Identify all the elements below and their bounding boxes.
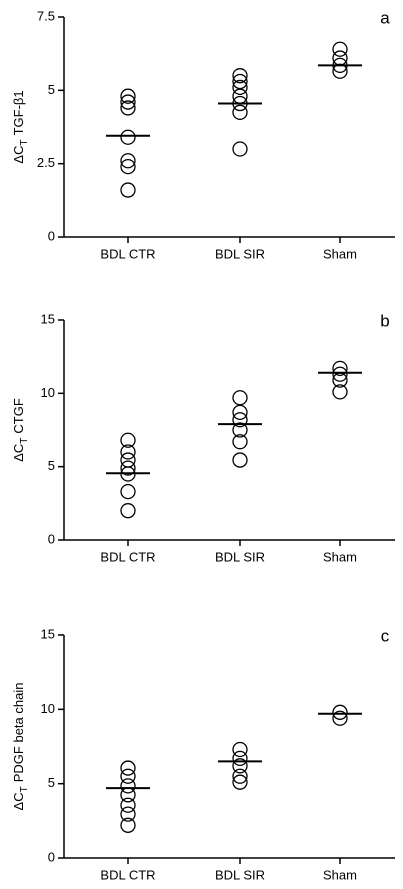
data-point bbox=[120, 817, 136, 833]
y-label-sub: T bbox=[19, 139, 30, 145]
x-tick-label: BDL SIR bbox=[215, 867, 265, 882]
y-tick-label: 15 bbox=[41, 311, 55, 326]
data-point bbox=[232, 141, 248, 157]
data-point bbox=[120, 483, 136, 500]
x-tick-label: BDL SIR bbox=[215, 246, 265, 261]
x-tick-label: BDL CTR bbox=[100, 867, 155, 882]
y-tick-label: 2.5 bbox=[37, 155, 55, 170]
data-point bbox=[232, 452, 248, 468]
data-point bbox=[332, 41, 348, 57]
x-tick-label: BDL CTR bbox=[100, 549, 155, 564]
data-point bbox=[232, 758, 248, 774]
data-point bbox=[332, 710, 348, 726]
data-point bbox=[332, 704, 348, 720]
data-point bbox=[120, 460, 136, 476]
data-point bbox=[232, 104, 248, 120]
data-point bbox=[232, 768, 248, 784]
data-point bbox=[232, 434, 248, 450]
y-tick-label: 0 bbox=[48, 228, 55, 243]
data-point bbox=[332, 384, 348, 400]
panel-label: c bbox=[381, 626, 390, 645]
data-point bbox=[120, 797, 136, 813]
data-point bbox=[232, 68, 248, 84]
y-label-rest: PDGF beta chain bbox=[11, 683, 26, 783]
data-point bbox=[120, 444, 136, 460]
y-tick-label: 15 bbox=[41, 626, 55, 641]
data-point bbox=[332, 360, 348, 377]
data-point bbox=[232, 73, 248, 90]
data-point bbox=[120, 452, 136, 468]
y-tick-label: 10 bbox=[41, 701, 55, 716]
data-point bbox=[232, 750, 248, 767]
data-point bbox=[120, 129, 136, 145]
y-axis-label: ΔCT CTGF bbox=[11, 398, 29, 462]
x-tick-label: BDL SIR bbox=[215, 549, 265, 564]
data-point bbox=[120, 806, 136, 822]
y-tick-label: 5 bbox=[48, 775, 55, 790]
data-point bbox=[120, 503, 136, 519]
x-tick-label: Sham bbox=[323, 549, 357, 564]
x-tick-label: Sham bbox=[323, 867, 357, 882]
y-axis-label: ΔCT TGF-β1 bbox=[11, 90, 29, 163]
data-point bbox=[120, 778, 136, 794]
y-tick-label: 0 bbox=[48, 531, 55, 546]
data-point bbox=[120, 768, 136, 784]
data-point bbox=[120, 760, 136, 776]
data-point bbox=[120, 100, 136, 116]
y-label-main: ΔC bbox=[11, 792, 26, 810]
y-label-main: ΔC bbox=[11, 444, 26, 462]
y-label-main: ΔC bbox=[11, 146, 26, 164]
x-tick-label: BDL CTR bbox=[100, 246, 155, 261]
y-tick-label: 5 bbox=[48, 458, 55, 473]
data-point bbox=[232, 79, 248, 96]
data-point bbox=[232, 404, 248, 421]
y-tick-label: 5 bbox=[48, 82, 55, 97]
data-point bbox=[120, 158, 136, 175]
data-point bbox=[120, 153, 136, 169]
data-point bbox=[232, 741, 248, 758]
data-point bbox=[232, 422, 248, 438]
y-tick-label: 10 bbox=[41, 385, 55, 400]
x-tick-label: Sham bbox=[323, 246, 357, 261]
data-point bbox=[232, 774, 248, 790]
panel-label: b bbox=[380, 311, 389, 330]
y-label-sub: T bbox=[19, 438, 30, 444]
panel-label: a bbox=[380, 8, 390, 27]
y-axis-label: ΔCT PDGF beta chain bbox=[11, 683, 29, 811]
data-point bbox=[232, 390, 248, 406]
data-point bbox=[120, 94, 136, 110]
data-point bbox=[120, 432, 136, 448]
data-point bbox=[332, 366, 348, 382]
data-point bbox=[120, 182, 136, 198]
data-point bbox=[332, 63, 348, 79]
y-label-rest: TGF-β1 bbox=[11, 90, 26, 135]
y-label-sub: T bbox=[19, 786, 30, 792]
y-tick-label: 0 bbox=[48, 849, 55, 864]
data-point bbox=[120, 88, 136, 104]
y-label-rest: CTGF bbox=[11, 398, 26, 433]
data-point bbox=[232, 412, 248, 428]
y-tick-label: 7.5 bbox=[37, 8, 55, 23]
